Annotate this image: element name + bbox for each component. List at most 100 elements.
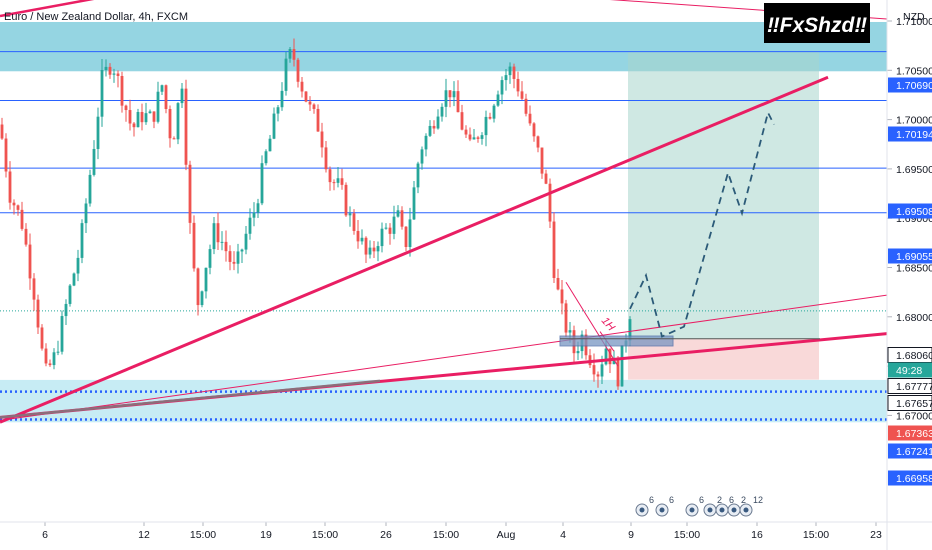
- candle-body: [352, 213, 356, 231]
- y-tick-label: 1.71000: [896, 16, 932, 28]
- candle-body: [192, 222, 196, 269]
- candle-body: [80, 223, 84, 258]
- candle-body: [288, 49, 292, 59]
- candle-body: [600, 364, 604, 377]
- event-badge[interactable]: 6: [635, 495, 654, 517]
- candle-body: [592, 365, 596, 375]
- candle-body: [188, 164, 192, 223]
- candle-body: [316, 108, 320, 132]
- candle-body: [168, 109, 172, 139]
- candle-body: [172, 138, 176, 140]
- candle-body: [532, 123, 536, 137]
- candle-body: [412, 187, 416, 220]
- candle-body: [312, 104, 316, 109]
- x-tick-label: 15:00: [190, 529, 216, 541]
- candle-body: [96, 116, 100, 149]
- event-badge[interactable]: 6: [655, 495, 674, 517]
- candle-body: [332, 182, 336, 184]
- candle-body: [16, 205, 20, 210]
- candle-body: [244, 233, 248, 250]
- candle-body: [36, 299, 40, 328]
- candle-body: [112, 73, 116, 75]
- candle-body: [140, 111, 144, 123]
- candle-body: [272, 113, 276, 139]
- x-tick-label: 15:00: [803, 529, 829, 541]
- candle-body: [488, 116, 492, 119]
- price-label-level: 1.70194: [888, 126, 932, 142]
- event-badge-dot: [659, 507, 665, 513]
- candle-body: [596, 374, 600, 377]
- candle-body: [256, 203, 260, 213]
- candle-body: [176, 103, 180, 140]
- event-badge-count: 2: [717, 495, 722, 505]
- candle-body: [556, 277, 560, 290]
- price-label-level: 1.70690: [888, 77, 932, 93]
- candle-body: [512, 66, 516, 79]
- candle-body: [220, 241, 224, 243]
- candle-body: [300, 81, 304, 92]
- price-label-line: 1.67657: [887, 395, 932, 411]
- target-zone: [628, 51, 819, 339]
- event-badge[interactable]: 12: [739, 495, 763, 517]
- y-tick-label: 1.68000: [896, 312, 932, 324]
- candle-body: [76, 257, 80, 274]
- trendline-main: [0, 75, 829, 424]
- candle-body: [296, 59, 300, 82]
- candle-body: [232, 261, 236, 264]
- price-label-last: 1.68060: [887, 347, 932, 363]
- candle-body: [380, 228, 384, 247]
- candle-body: [540, 147, 544, 174]
- candle-body: [276, 107, 280, 114]
- candle-body: [440, 106, 444, 117]
- price-label-text: 1.67363: [896, 428, 932, 440]
- candle-body: [228, 251, 232, 262]
- candle-body: [416, 163, 420, 188]
- candle-body: [48, 363, 52, 366]
- x-tick-label: 15:00: [433, 529, 459, 541]
- candle-body: [204, 267, 208, 292]
- y-tick-label: 1.70000: [896, 115, 932, 127]
- candle-body: [208, 249, 212, 268]
- candle-body: [108, 66, 112, 75]
- x-tick-label: 26: [380, 529, 392, 541]
- price-label-bg: [888, 425, 932, 441]
- candle-body: [484, 116, 488, 136]
- event-badge[interactable]: 6: [685, 495, 704, 517]
- candle-body: [40, 327, 44, 349]
- candle-body: [304, 91, 308, 102]
- event-badge-count: 6: [699, 495, 704, 505]
- candle-body: [120, 75, 124, 106]
- candle-body: [456, 91, 460, 113]
- event-badge-dot: [639, 507, 645, 513]
- price-label-bg: [888, 443, 932, 459]
- price-label-text: 1.67241: [896, 446, 932, 458]
- candle-body: [468, 134, 472, 140]
- event-badge-dot: [689, 507, 695, 513]
- candle-body: [164, 85, 168, 110]
- trendline-grey: [0, 379, 381, 419]
- candle-body: [612, 358, 616, 365]
- candle-body: [476, 137, 480, 139]
- price-label-text: 49:28: [896, 365, 922, 377]
- candle-body: [364, 237, 368, 255]
- candle-body: [420, 149, 424, 164]
- x-tick-label: 4: [560, 529, 566, 541]
- candle-body: [56, 351, 60, 353]
- candle-body: [328, 169, 332, 183]
- event-badge[interactable]: 6: [715, 495, 734, 517]
- x-tick-label: 15:00: [674, 529, 700, 541]
- candle-body: [496, 94, 500, 106]
- y-tick-label: 1.70500: [896, 65, 932, 77]
- x-tick-label: 19: [260, 529, 272, 541]
- candle-body: [396, 210, 400, 217]
- chart-title: Euro / New Zealand Dollar, 4h, FXCM: [4, 11, 188, 23]
- x-tick-label: Aug: [497, 529, 516, 541]
- candle-body: [148, 111, 152, 114]
- candle-body: [268, 138, 272, 152]
- candle-body: [320, 131, 324, 148]
- candle-body: [0, 124, 4, 139]
- candle-body: [216, 223, 220, 243]
- event-badge[interactable]: 2: [703, 495, 722, 517]
- event-badge[interactable]: 2: [727, 495, 746, 517]
